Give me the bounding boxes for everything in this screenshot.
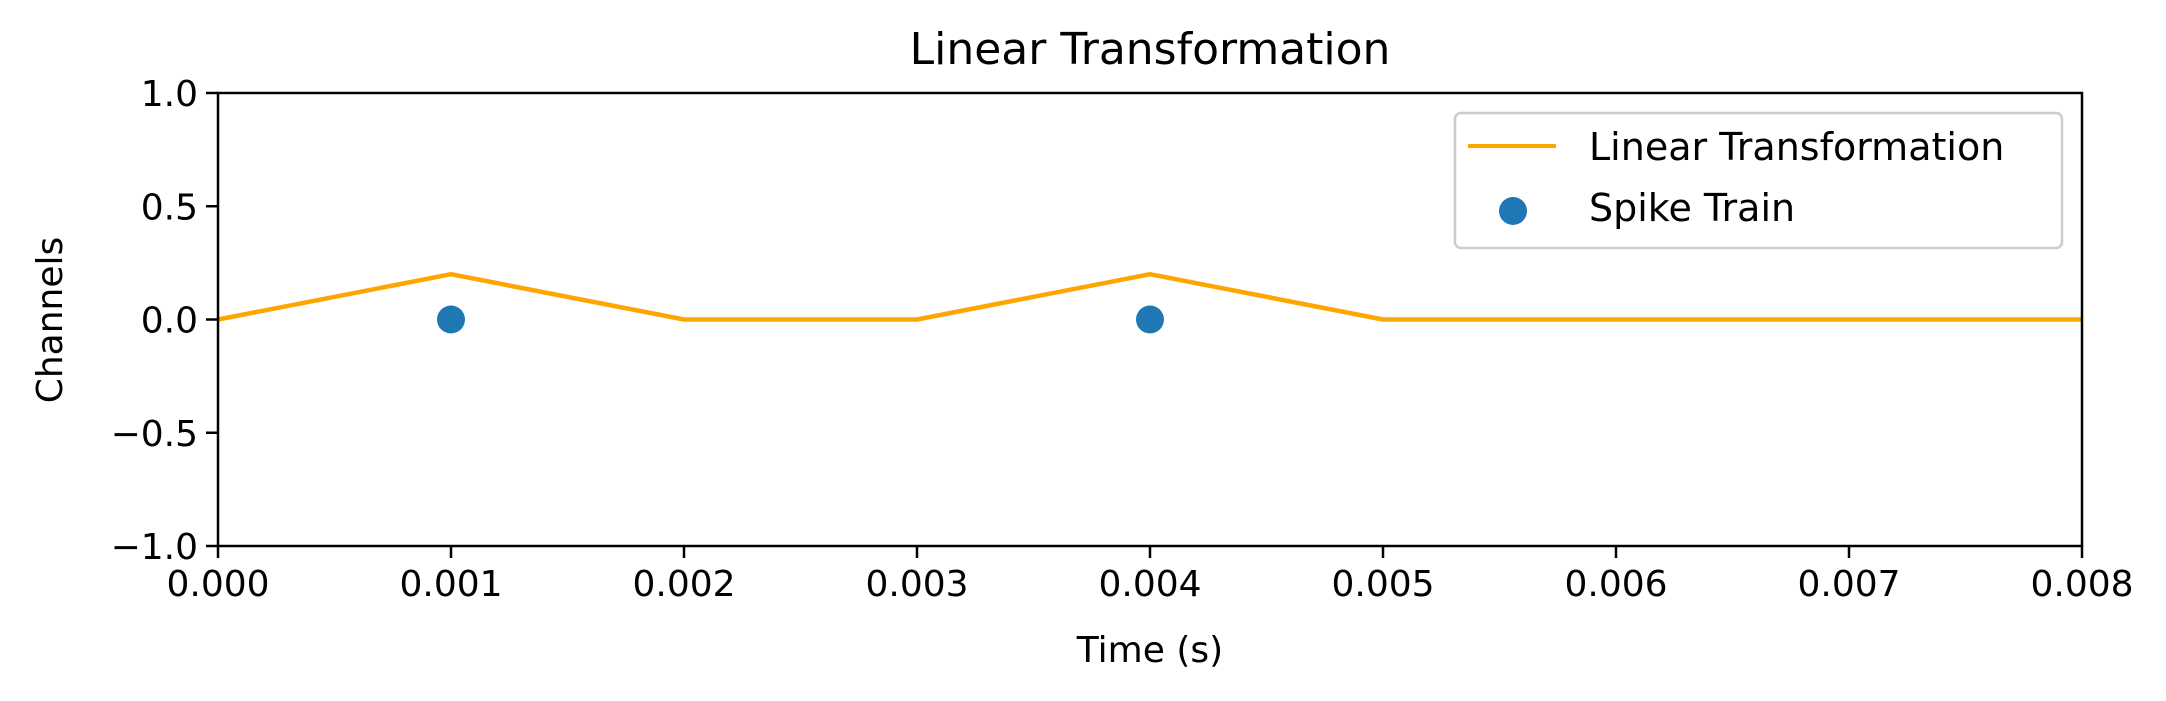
x-tick-label: 0.007 <box>1797 564 1900 605</box>
spike-point <box>437 305 465 334</box>
y-tick-label: −0.5 <box>111 414 198 455</box>
x-axis-ticks: 0.000 0.001 0.002 0.003 0.004 0.005 0.006 0.007… <box>166 546 2134 605</box>
chart-title: Linear Transformation <box>910 24 1391 75</box>
x-tick-label: 0.004 <box>1098 564 1201 605</box>
legend-dot-swatch <box>1499 197 1527 225</box>
x-tick-label: 0.005 <box>1331 564 1434 605</box>
x-tick-label: 0.001 <box>399 564 502 605</box>
y-tick-label: −1.0 <box>111 527 198 568</box>
x-axis-label: Time (s) <box>1076 630 1223 671</box>
series-layer <box>217 271 2082 334</box>
y-tick-label: 0.0 <box>141 301 198 342</box>
x-tick-label: 0.000 <box>166 564 269 605</box>
legend-box <box>1453 111 2064 250</box>
y-tick-label: 1.0 <box>141 74 198 115</box>
legend-label-spike-train: Spike Train <box>1589 186 1795 230</box>
spike-point <box>1136 305 1164 334</box>
y-axis-ticks: 1.0 0.5 0.0 −0.5 −1.0 <box>111 74 218 568</box>
legend: Linear Transformation Spike Train <box>1453 111 2064 250</box>
x-tick-label: 0.003 <box>865 564 968 605</box>
y-axis-label: Channels <box>30 237 71 404</box>
series-line-linear-transformation <box>217 271 2082 322</box>
y-tick-label: 0.5 <box>141 187 198 228</box>
legend-label-linear-transformation: Linear Transformation <box>1589 125 2004 169</box>
x-tick-label: 0.002 <box>632 564 735 605</box>
x-tick-label: 0.008 <box>2030 564 2133 605</box>
x-tick-label: 0.006 <box>1564 564 1667 605</box>
